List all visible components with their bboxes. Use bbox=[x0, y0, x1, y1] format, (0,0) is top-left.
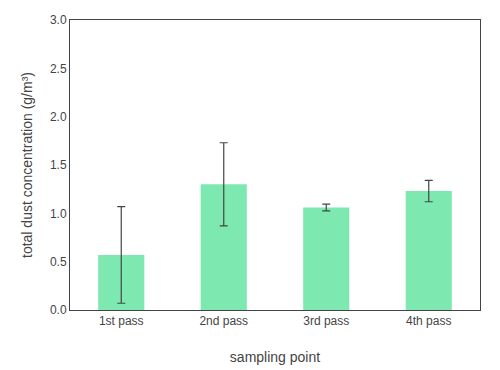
svg-text:1.5: 1.5 bbox=[50, 158, 67, 172]
svg-text:3rd pass: 3rd pass bbox=[303, 314, 349, 328]
svg-text:4th pass: 4th pass bbox=[406, 314, 451, 328]
svg-text:2.5: 2.5 bbox=[50, 62, 67, 76]
svg-text:0.5: 0.5 bbox=[50, 255, 67, 269]
svg-text:2nd pass: 2nd pass bbox=[199, 314, 248, 328]
svg-text:2.0: 2.0 bbox=[50, 110, 67, 124]
svg-text:0.0: 0.0 bbox=[50, 303, 67, 317]
svg-text:total dust concentration (g/m³: total dust concentration (g/m³) bbox=[19, 72, 35, 258]
svg-text:sampling point: sampling point bbox=[230, 349, 320, 365]
svg-text:1st pass: 1st pass bbox=[99, 314, 144, 328]
svg-text:3.0: 3.0 bbox=[50, 13, 67, 27]
svg-text:1.0: 1.0 bbox=[50, 207, 67, 221]
